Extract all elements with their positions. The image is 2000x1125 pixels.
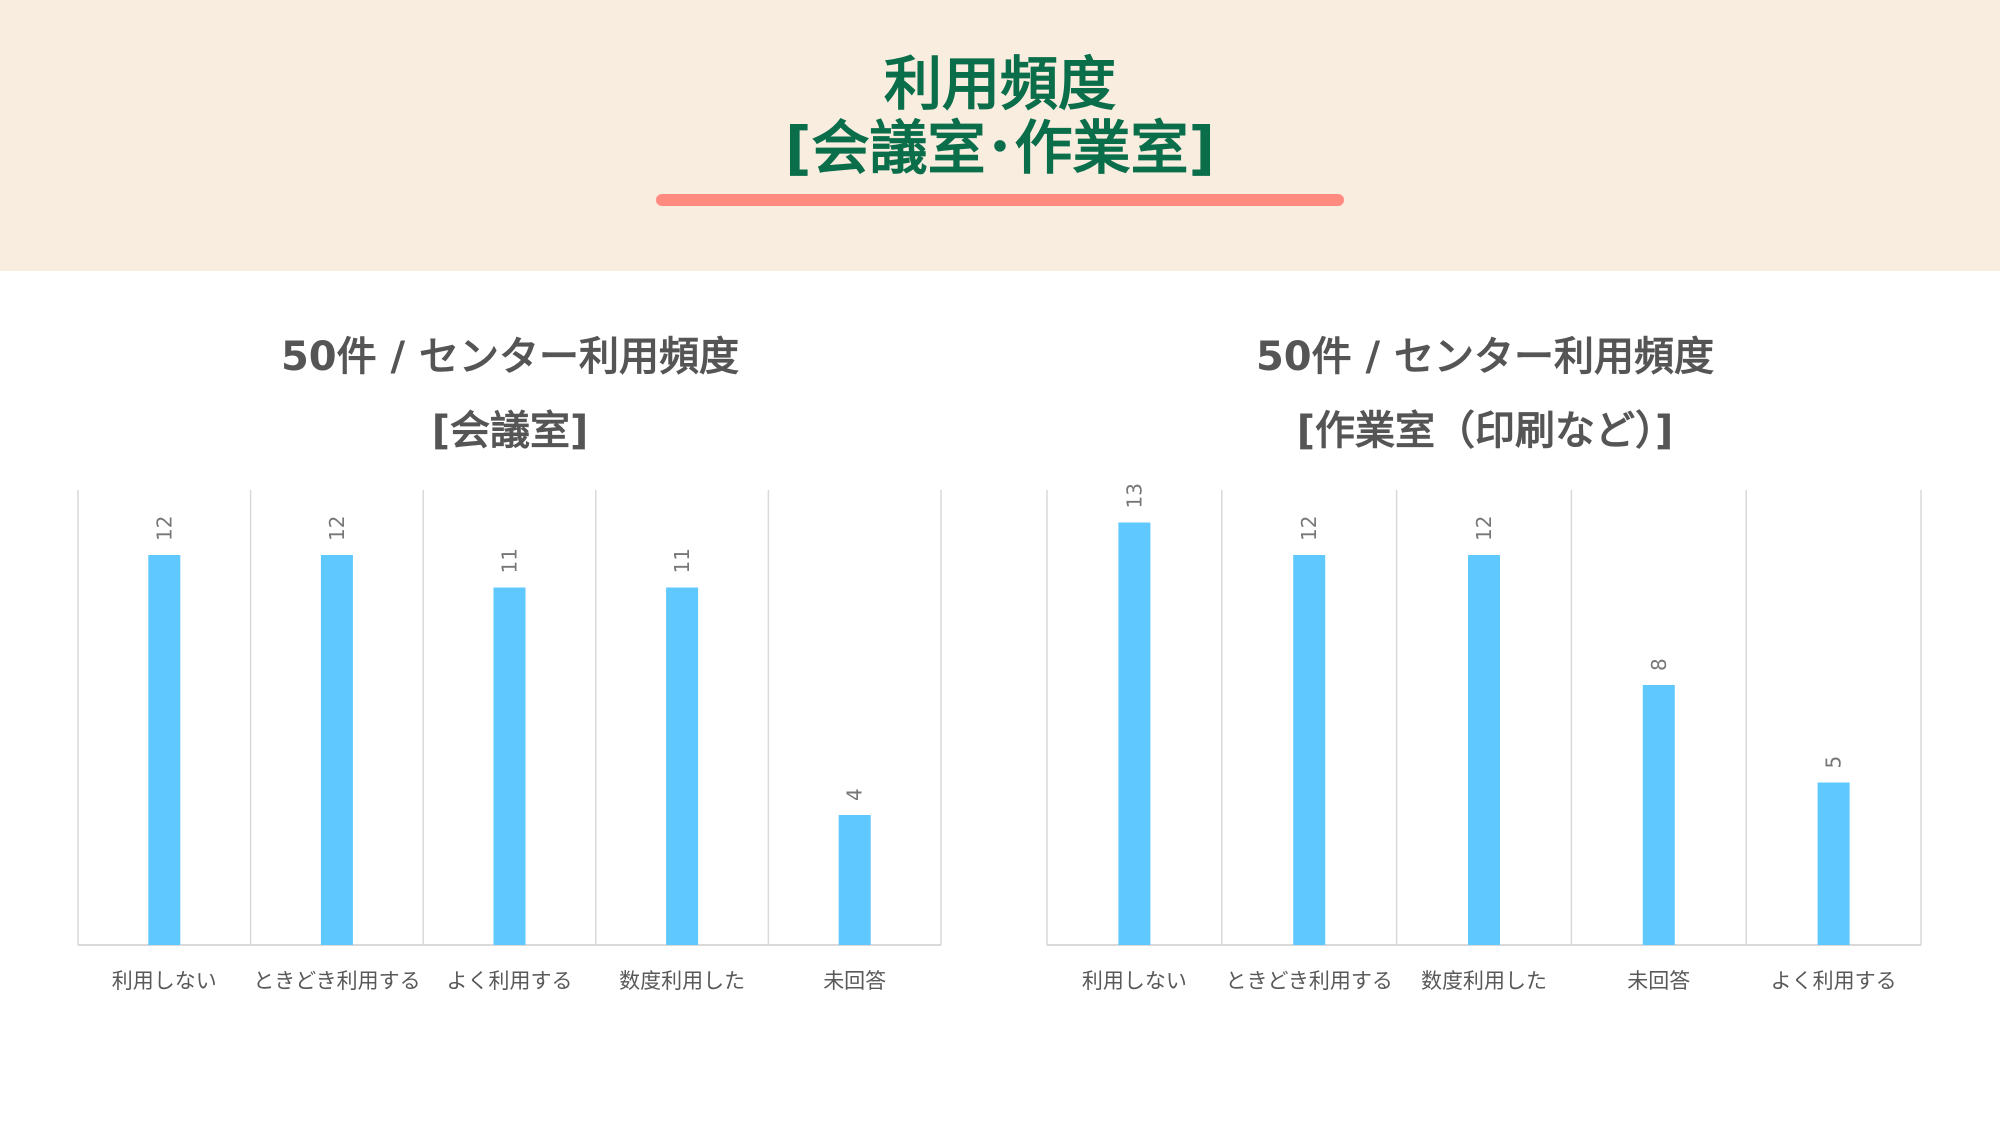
bar: [148, 555, 181, 945]
chart-title-line2: [作業室（印刷など）]: [1296, 408, 1674, 454]
bar: [1118, 522, 1151, 945]
header-banner: 利用頻度 [会議室･作業室]: [0, 0, 2000, 271]
data-label: 11: [498, 548, 522, 573]
category-label: 数度利用した: [1421, 969, 1547, 993]
bar: [1468, 555, 1500, 945]
data-label: 12: [152, 516, 176, 541]
chart-title-meeting-room: 50件 / センター利用頻度 [会議室]: [60, 320, 960, 468]
category-label: 未回答: [823, 969, 886, 993]
bar: [1293, 555, 1326, 945]
page-title-line2: [会議室･作業室]: [784, 114, 1216, 182]
bar: [320, 555, 353, 945]
chart-title-work-room: 50件 / センター利用頻度 [作業室（印刷など）]: [1035, 320, 1935, 468]
data-label: 11: [670, 548, 694, 573]
bar: [493, 587, 526, 945]
data-label: 13: [1122, 483, 1146, 508]
data-label: 5: [1822, 756, 1846, 769]
chart-title-line1: 50件 / センター利用頻度: [1255, 334, 1715, 380]
category-label: ときどき利用する: [253, 969, 420, 993]
bar: [838, 815, 871, 945]
bar: [1642, 685, 1675, 945]
data-label: 12: [1472, 516, 1496, 541]
data-label: 8: [1647, 658, 1671, 671]
bar: [666, 587, 699, 945]
page-title: 利用頻度 [会議室･作業室]: [0, 52, 2000, 180]
chart-title-line1: 50件 / センター利用頻度: [280, 334, 740, 380]
category-label: よく利用する: [1771, 969, 1897, 993]
category-label: よく利用する: [447, 969, 573, 993]
category-label: 利用しない: [112, 969, 217, 993]
page-title-line1: 利用頻度: [883, 50, 1116, 118]
title-underline: [656, 194, 1344, 206]
bar: [1817, 782, 1850, 945]
category-label: 利用しない: [1082, 969, 1187, 993]
data-label: 4: [843, 788, 867, 801]
category-label: 数度利用した: [619, 969, 745, 993]
category-label: 未回答: [1627, 969, 1690, 993]
chart-title-line2: [会議室]: [431, 408, 589, 454]
data-label: 12: [325, 516, 349, 541]
category-label: ときどき利用する: [1226, 969, 1393, 993]
data-label: 12: [1297, 516, 1321, 541]
